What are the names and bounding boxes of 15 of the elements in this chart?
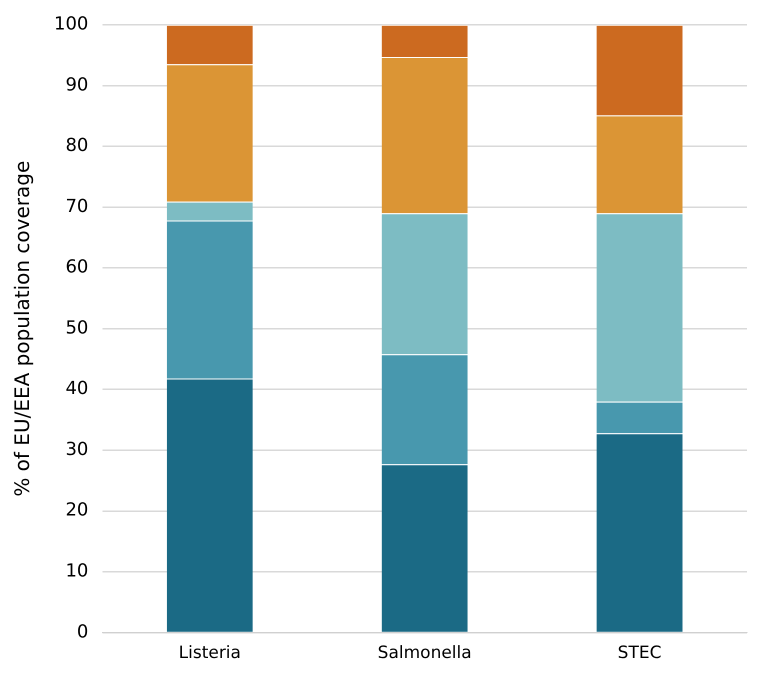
y-tick-label: 70 — [65, 196, 88, 217]
x-tick-label: Salmonella — [378, 643, 472, 664]
y-tick-label: 40 — [65, 378, 88, 400]
y-axis-title: % of EU/EEA population coverage — [10, 160, 34, 497]
y-tick-label: 30 — [65, 438, 88, 460]
y-tick-label: 90 — [65, 74, 88, 96]
x-tick-label: STEC — [618, 643, 662, 664]
x-tick-label: Listeria — [178, 643, 241, 664]
y-tick-label: 20 — [65, 500, 88, 521]
y-tick-label: 80 — [65, 135, 88, 156]
y-tick-label: 10 — [65, 560, 88, 582]
y-tick-label: 60 — [65, 256, 88, 278]
y-tick-label: 50 — [65, 317, 88, 338]
y-tick-label: 0 — [76, 621, 88, 642]
y-tick-label: 100 — [54, 13, 88, 34]
